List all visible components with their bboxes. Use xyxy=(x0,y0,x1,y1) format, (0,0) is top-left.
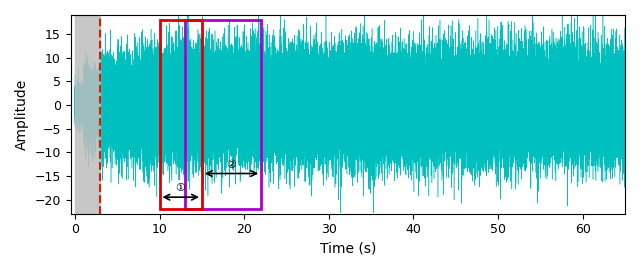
Text: ②: ② xyxy=(227,160,236,170)
X-axis label: Time (s): Time (s) xyxy=(319,242,376,256)
Bar xyxy=(75,15,100,214)
Bar xyxy=(159,20,202,209)
Y-axis label: Amplitude: Amplitude xyxy=(15,79,29,150)
Bar xyxy=(185,20,261,209)
Text: ①: ① xyxy=(175,183,186,193)
